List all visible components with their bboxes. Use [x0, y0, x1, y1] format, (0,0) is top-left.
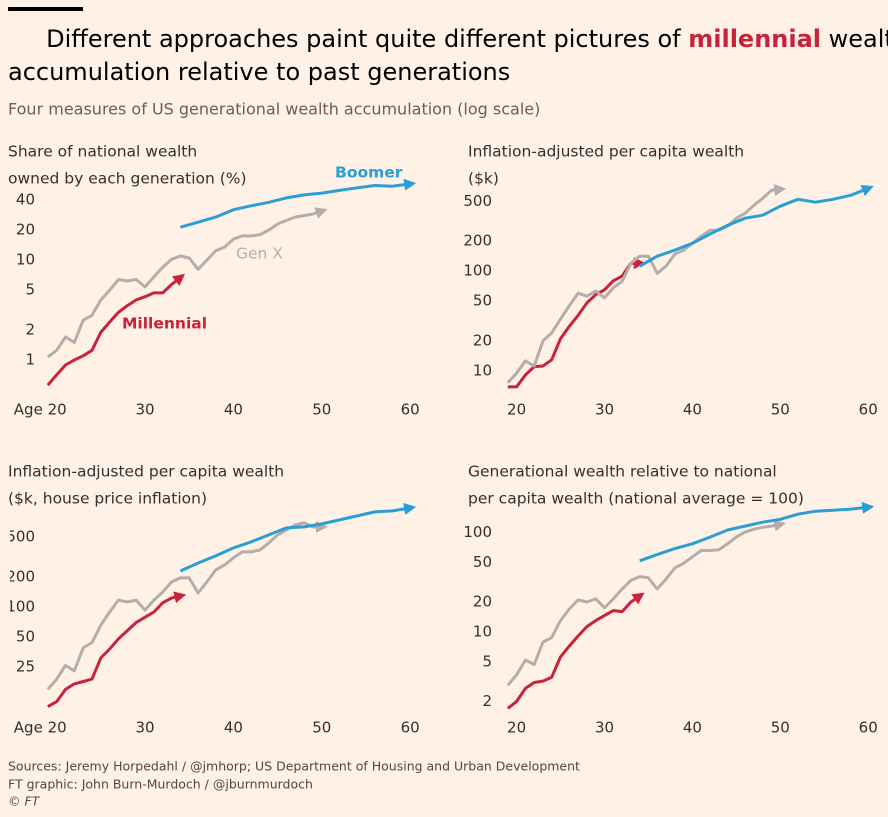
series-label: Boomer	[335, 164, 403, 182]
y-tick-label: 50	[16, 628, 35, 646]
y-tick-label: 2	[25, 320, 35, 338]
x-tick-label: 40	[224, 719, 243, 737]
series-line	[46, 520, 328, 691]
x-tick-label: 40	[224, 401, 243, 419]
series-line	[46, 273, 186, 387]
y-tick-label: 200	[463, 232, 492, 250]
panel-title: ($k, house price inflation)	[8, 490, 207, 508]
x-tick-label: 40	[683, 401, 702, 419]
panel-title: Inflation-adjusted per capita wealth	[8, 463, 284, 481]
x-tick-label: 50	[771, 401, 790, 419]
y-tick-label: 20	[473, 593, 492, 611]
y-tick-label: 25	[16, 658, 35, 676]
x-tick-label: 30	[595, 719, 614, 737]
y-tick-label: 500	[463, 192, 492, 210]
panel-title: ($k)	[468, 170, 499, 188]
y-tick-label: 100	[463, 523, 492, 541]
series-line	[179, 178, 417, 229]
x-tick-label: 20	[507, 719, 526, 737]
y-tick-label: 5	[25, 281, 35, 299]
title-line: accumulation relative to past generation…	[8, 58, 510, 86]
y-tick-labels: 25 50 100 200 500	[6, 528, 35, 676]
panel-title: per capita wealth (national average = 10…	[468, 490, 804, 508]
series-label: Gen X	[236, 245, 283, 263]
x-tick-label: Age 20	[14, 719, 67, 737]
panel: Inflation-adjusted per capita wealth ($k)…	[463, 143, 877, 419]
ft-bar	[8, 7, 83, 11]
y-tick-label: 5	[482, 652, 492, 670]
panel: Share of national wealth owned by each ge…	[8, 143, 420, 419]
y-tick-label: 50	[473, 292, 492, 310]
series-line	[506, 519, 787, 687]
y-tick-label: 200	[6, 567, 35, 585]
x-tick-label: 60	[859, 719, 878, 737]
x-tick-label: 40	[683, 719, 702, 737]
x-tick-label: 60	[401, 401, 420, 419]
title-line: Different approaches paint quite differe…	[8, 25, 888, 53]
subtitle: Four measures of US generational wealth …	[8, 100, 540, 119]
title-part: wealth	[821, 25, 888, 53]
x-tick-label: Age 20	[14, 401, 67, 419]
y-tick-label: 10	[16, 251, 35, 269]
y-tick-label: 100	[463, 262, 492, 280]
y-tick-label: 10	[473, 361, 492, 379]
series-line	[639, 501, 875, 563]
x-tick-label: 60	[859, 401, 878, 419]
panel-title: Generational wealth relative to national	[468, 463, 777, 481]
series-label: Millennial	[122, 315, 207, 333]
y-tick-label: 100	[6, 597, 35, 615]
x-tick-label: 20	[507, 401, 526, 419]
y-tick-label: 10	[473, 622, 492, 640]
panel: Generational wealth relative to national…	[463, 463, 877, 737]
source: Sources: Jeremy Horpedahl / @jmhorp; US …	[8, 759, 580, 774]
series-line	[179, 502, 417, 573]
series-line	[46, 207, 328, 359]
y-tick-label: 20	[473, 331, 492, 349]
y-tick-label: 50	[473, 553, 492, 571]
y-tick-label: 20	[16, 221, 35, 239]
x-tick-label: 60	[401, 719, 420, 737]
x-tick-label: 30	[135, 719, 154, 737]
y-tick-label: 40	[16, 191, 35, 209]
y-tick-label: 2	[482, 692, 492, 710]
title-highlight: millennial	[688, 25, 821, 53]
credit: FT graphic: John Burn-Murdoch / @jburnmu…	[8, 777, 313, 792]
series-line	[638, 184, 874, 268]
series-line	[507, 257, 646, 389]
series-line	[47, 591, 187, 708]
series-line	[506, 592, 645, 710]
panel-title: owned by each generation (%)	[8, 170, 247, 188]
x-tick-label: 50	[312, 719, 331, 737]
x-tick-label: 30	[595, 401, 614, 419]
panel-title: Share of national wealth	[8, 143, 197, 161]
panel-title: Inflation-adjusted per capita wealth	[468, 143, 744, 161]
copyright: © FT	[8, 794, 41, 809]
x-tick-label: 30	[135, 401, 154, 419]
series-line	[506, 184, 787, 384]
x-tick-label: 50	[312, 401, 331, 419]
title-part: Different approaches paint quite differe…	[46, 25, 688, 53]
panel: Inflation-adjusted per capita wealth ($k,…	[6, 463, 420, 737]
x-tick-label: 50	[771, 719, 790, 737]
y-tick-label: 1	[25, 350, 35, 368]
y-tick-label: 500	[6, 528, 35, 546]
